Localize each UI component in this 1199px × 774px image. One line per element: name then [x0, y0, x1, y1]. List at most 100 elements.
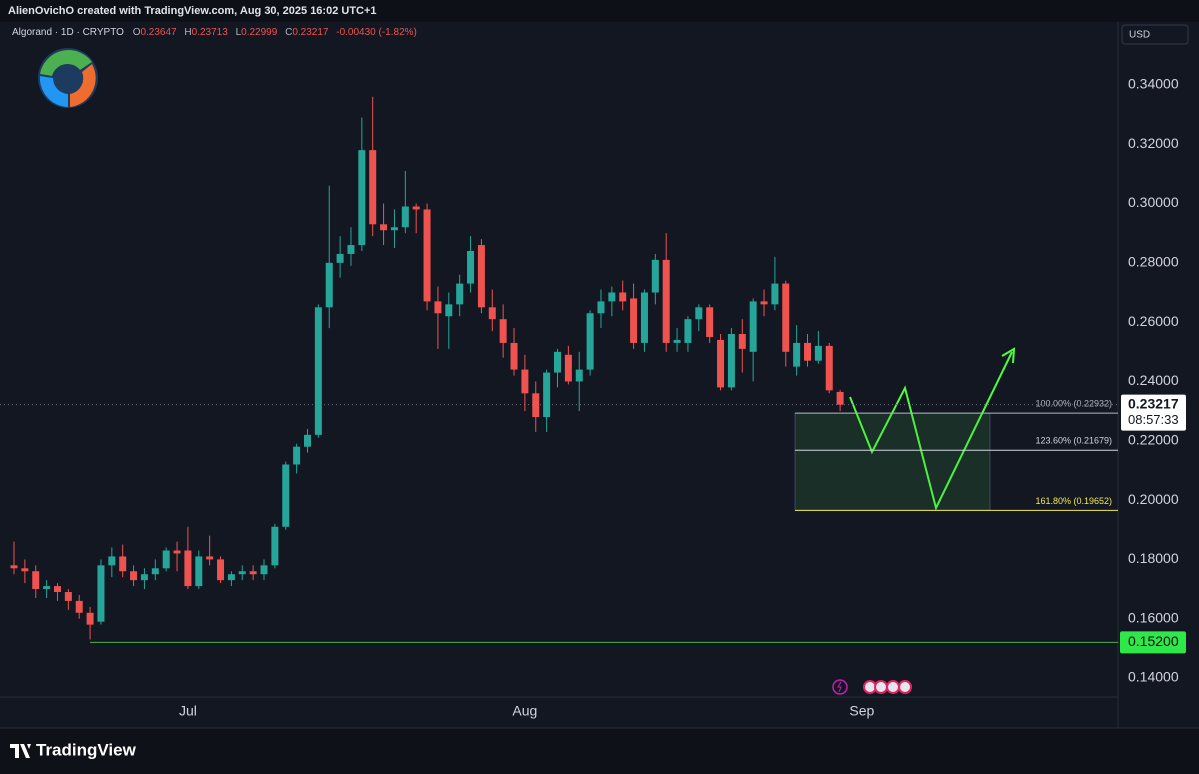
- candle-body: [662, 259, 670, 343]
- candle-body: [10, 565, 18, 569]
- y-tick-label: 0.22000: [1128, 431, 1179, 447]
- candle-body: [619, 292, 627, 302]
- y-tick-label: 0.32000: [1128, 135, 1179, 151]
- y-tick-label: 0.18000: [1128, 550, 1179, 566]
- legend-key: C: [285, 27, 292, 38]
- candle-body: [575, 369, 583, 382]
- y-tick-label: 0.16000: [1128, 609, 1179, 625]
- candle-body: [32, 571, 40, 590]
- candle-body: [423, 209, 431, 302]
- candle-body: [532, 393, 540, 418]
- candle-body: [206, 556, 214, 560]
- candle-body: [554, 351, 561, 373]
- candle-body: [173, 550, 181, 554]
- candle-body: [651, 259, 659, 293]
- candle-body: [771, 283, 779, 305]
- legend-key: H: [184, 27, 191, 38]
- candle-body: [238, 571, 246, 575]
- candle-body: [369, 150, 377, 225]
- candle-body: [358, 150, 366, 246]
- candle-body: [597, 301, 605, 314]
- arrow-head: [1001, 347, 1016, 364]
- candle-body: [695, 307, 703, 320]
- candle-body: [401, 206, 409, 228]
- legend: Algorand · 1D · CRYPTO O0.23647 H0.23713…: [12, 27, 417, 38]
- fib-zone: [794, 412, 991, 511]
- candle-body: [586, 313, 594, 370]
- candle-body: [21, 568, 29, 572]
- candle-body: [130, 571, 138, 581]
- y-tick-label: 0.20000: [1128, 491, 1179, 507]
- legend-change: -0.00430 (-1.82%): [336, 27, 417, 38]
- footer-logo: TradingView: [10, 740, 137, 759]
- candle-body: [456, 283, 464, 305]
- candle-body: [760, 301, 768, 305]
- candle-body: [836, 391, 844, 405]
- countdown: 08:57:33: [1128, 412, 1179, 427]
- candle-body: [510, 342, 518, 370]
- candle-body: [217, 559, 225, 581]
- candle-body: [390, 227, 398, 231]
- candle-body: [488, 307, 496, 320]
- footer-bar: [0, 728, 1199, 774]
- symbol: Algorand · 1D · CRYPTO: [12, 27, 124, 38]
- legend-value: 0.23713: [192, 27, 229, 38]
- candle-body: [325, 262, 333, 308]
- candle-body: [282, 464, 290, 527]
- fib-label: 123.60% (0.21679): [1035, 436, 1112, 446]
- support-label: 0.15200: [1128, 633, 1179, 649]
- candle-body: [608, 292, 616, 302]
- candle-body: [336, 253, 344, 263]
- candle-body: [434, 301, 442, 314]
- header-text: AlienOvichO created with TradingView.com…: [8, 5, 377, 17]
- support-label-box: [1120, 631, 1186, 654]
- legend-value: 0.22999: [241, 27, 278, 38]
- candle-body: [303, 434, 311, 447]
- candle-body: [271, 526, 279, 566]
- candle-body: [782, 283, 790, 352]
- y-tick-label: 0.28000: [1128, 254, 1179, 270]
- header-bar: [0, 0, 1199, 22]
- event-icons[interactable]: [832, 679, 912, 695]
- fib-label: 100.00% (0.22932): [1035, 399, 1112, 409]
- candle-body: [521, 369, 529, 394]
- candle-body: [684, 319, 692, 343]
- candle-body: [97, 565, 105, 622]
- candle-body: [706, 307, 714, 337]
- legend-key: O: [133, 27, 141, 38]
- candle-body: [380, 224, 388, 231]
- candle-body: [749, 301, 757, 352]
- candle-body: [227, 574, 235, 581]
- y-tick-label: 0.26000: [1128, 313, 1179, 329]
- candle-body: [162, 550, 170, 569]
- candle-body: [445, 304, 453, 317]
- projection-arrow: [849, 351, 1013, 511]
- y-tick-label: 0.14000: [1128, 669, 1179, 685]
- legend-value: 0.23647: [140, 27, 177, 38]
- candle-body: [814, 345, 822, 361]
- candle-body: [293, 446, 301, 465]
- candle-body: [673, 339, 681, 343]
- candle-body: [630, 298, 638, 343]
- currency-box[interactable]: [1121, 24, 1189, 45]
- y-tick-label: 0.24000: [1128, 372, 1179, 388]
- candle-body: [108, 556, 116, 566]
- candle-body: [727, 334, 735, 388]
- candle-body: [53, 586, 61, 593]
- candle-body: [64, 592, 72, 601]
- candle-body: [314, 307, 322, 435]
- candle-body: [412, 206, 420, 210]
- candle-body: [140, 574, 148, 581]
- candle-body: [249, 571, 257, 575]
- y-tick-label: 0.30000: [1128, 194, 1179, 210]
- x-tick-label: Aug: [512, 703, 537, 719]
- candle-body: [543, 372, 551, 418]
- candle-body: [86, 612, 94, 625]
- legend-key: L: [236, 27, 242, 38]
- candle-body: [75, 600, 83, 613]
- candle-body: [151, 568, 159, 575]
- candle-body: [119, 556, 127, 572]
